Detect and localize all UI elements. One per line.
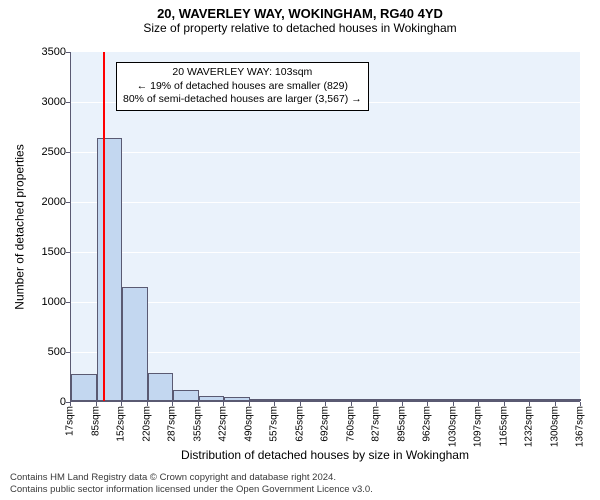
x-tick-label: 1232sqm <box>524 406 535 447</box>
chart-region: 20 WAVERLEY WAY: 103sqm ← 19% of detache… <box>70 52 580 402</box>
histogram-bar <box>224 397 250 401</box>
x-tick-label: 355sqm <box>192 406 203 442</box>
y-tick-label: 2500 <box>26 146 66 158</box>
x-tick-label: 287sqm <box>167 406 178 442</box>
histogram-bar <box>97 138 123 401</box>
footer-line2: Contains public sector information licen… <box>10 484 373 496</box>
y-axis-label-text: Number of detached properties <box>13 144 27 309</box>
y-tick-label: 1000 <box>26 296 66 308</box>
x-tick-label: 1030sqm <box>447 406 458 447</box>
annotation-line3: 80% of semi-detached houses are larger (… <box>123 93 362 107</box>
x-tick-label: 220sqm <box>141 406 152 442</box>
histogram-bar <box>377 399 403 401</box>
x-tick-label: 827sqm <box>371 406 382 442</box>
y-tick-label: 2000 <box>26 196 66 208</box>
histogram-bar <box>148 373 174 401</box>
chart-container: 20, WAVERLEY WAY, WOKINGHAM, RG40 4YD Si… <box>0 0 600 500</box>
page-subtitle: Size of property relative to detached ho… <box>0 21 600 39</box>
gridline <box>71 152 580 153</box>
x-tick-label: 557sqm <box>269 406 280 442</box>
annotation-line2: ← 19% of detached houses are smaller (82… <box>123 80 362 94</box>
marker-line <box>103 52 105 401</box>
x-tick-label: 760sqm <box>345 406 356 442</box>
histogram-bar <box>352 399 378 401</box>
x-tick-label: 85sqm <box>90 406 101 436</box>
histogram-bar <box>199 396 225 401</box>
y-tick-label: 3500 <box>26 46 66 58</box>
histogram-bar <box>428 399 454 401</box>
y-tick-label: 3000 <box>26 96 66 108</box>
x-tick-label: 152sqm <box>116 406 127 442</box>
x-tick-label: 490sqm <box>243 406 254 442</box>
y-tick-label: 500 <box>26 346 66 358</box>
histogram-bar <box>173 390 199 401</box>
annotation-box: 20 WAVERLEY WAY: 103sqm ← 19% of detache… <box>116 62 369 111</box>
histogram-bar <box>250 399 276 402</box>
histogram-bar <box>275 399 301 401</box>
histogram-bar <box>530 399 556 401</box>
histogram-bar <box>301 399 327 401</box>
x-tick-label: 1300sqm <box>549 406 560 447</box>
x-tick-label: 1097sqm <box>473 406 484 447</box>
y-tick-mark <box>66 102 70 103</box>
histogram-bar <box>505 399 531 401</box>
annotation-line1: 20 WAVERLEY WAY: 103sqm <box>123 66 362 80</box>
histogram-bar <box>479 399 505 401</box>
y-tick-label: 0 <box>26 396 66 408</box>
y-tick-label: 1500 <box>26 246 66 258</box>
footer: Contains HM Land Registry data © Crown c… <box>10 472 373 496</box>
histogram-bar <box>326 399 352 401</box>
page-title: 20, WAVERLEY WAY, WOKINGHAM, RG40 4YD <box>0 0 600 21</box>
x-tick-label: 17sqm <box>65 406 76 436</box>
x-tick-label: 422sqm <box>218 406 229 442</box>
gridline <box>71 252 580 253</box>
y-tick-mark <box>66 202 70 203</box>
x-tick-label: 692sqm <box>320 406 331 442</box>
histogram-bar <box>71 374 97 401</box>
histogram-bar <box>556 399 582 401</box>
x-tick-label: 895sqm <box>396 406 407 442</box>
y-tick-mark <box>66 352 70 353</box>
x-tick-label: 625sqm <box>294 406 305 442</box>
x-tick-label: 1165sqm <box>498 406 509 446</box>
footer-line1: Contains HM Land Registry data © Crown c… <box>10 472 373 484</box>
y-tick-mark <box>66 52 70 53</box>
histogram-bar <box>403 399 429 401</box>
y-tick-mark <box>66 302 70 303</box>
x-tick-label: 1367sqm <box>575 406 586 447</box>
histogram-bar <box>122 287 148 401</box>
y-tick-mark <box>66 252 70 253</box>
gridline <box>71 202 580 203</box>
x-tick-label: 962sqm <box>422 406 433 442</box>
histogram-bar <box>454 399 480 401</box>
x-axis-label: Distribution of detached houses by size … <box>70 448 580 462</box>
y-tick-mark <box>66 152 70 153</box>
